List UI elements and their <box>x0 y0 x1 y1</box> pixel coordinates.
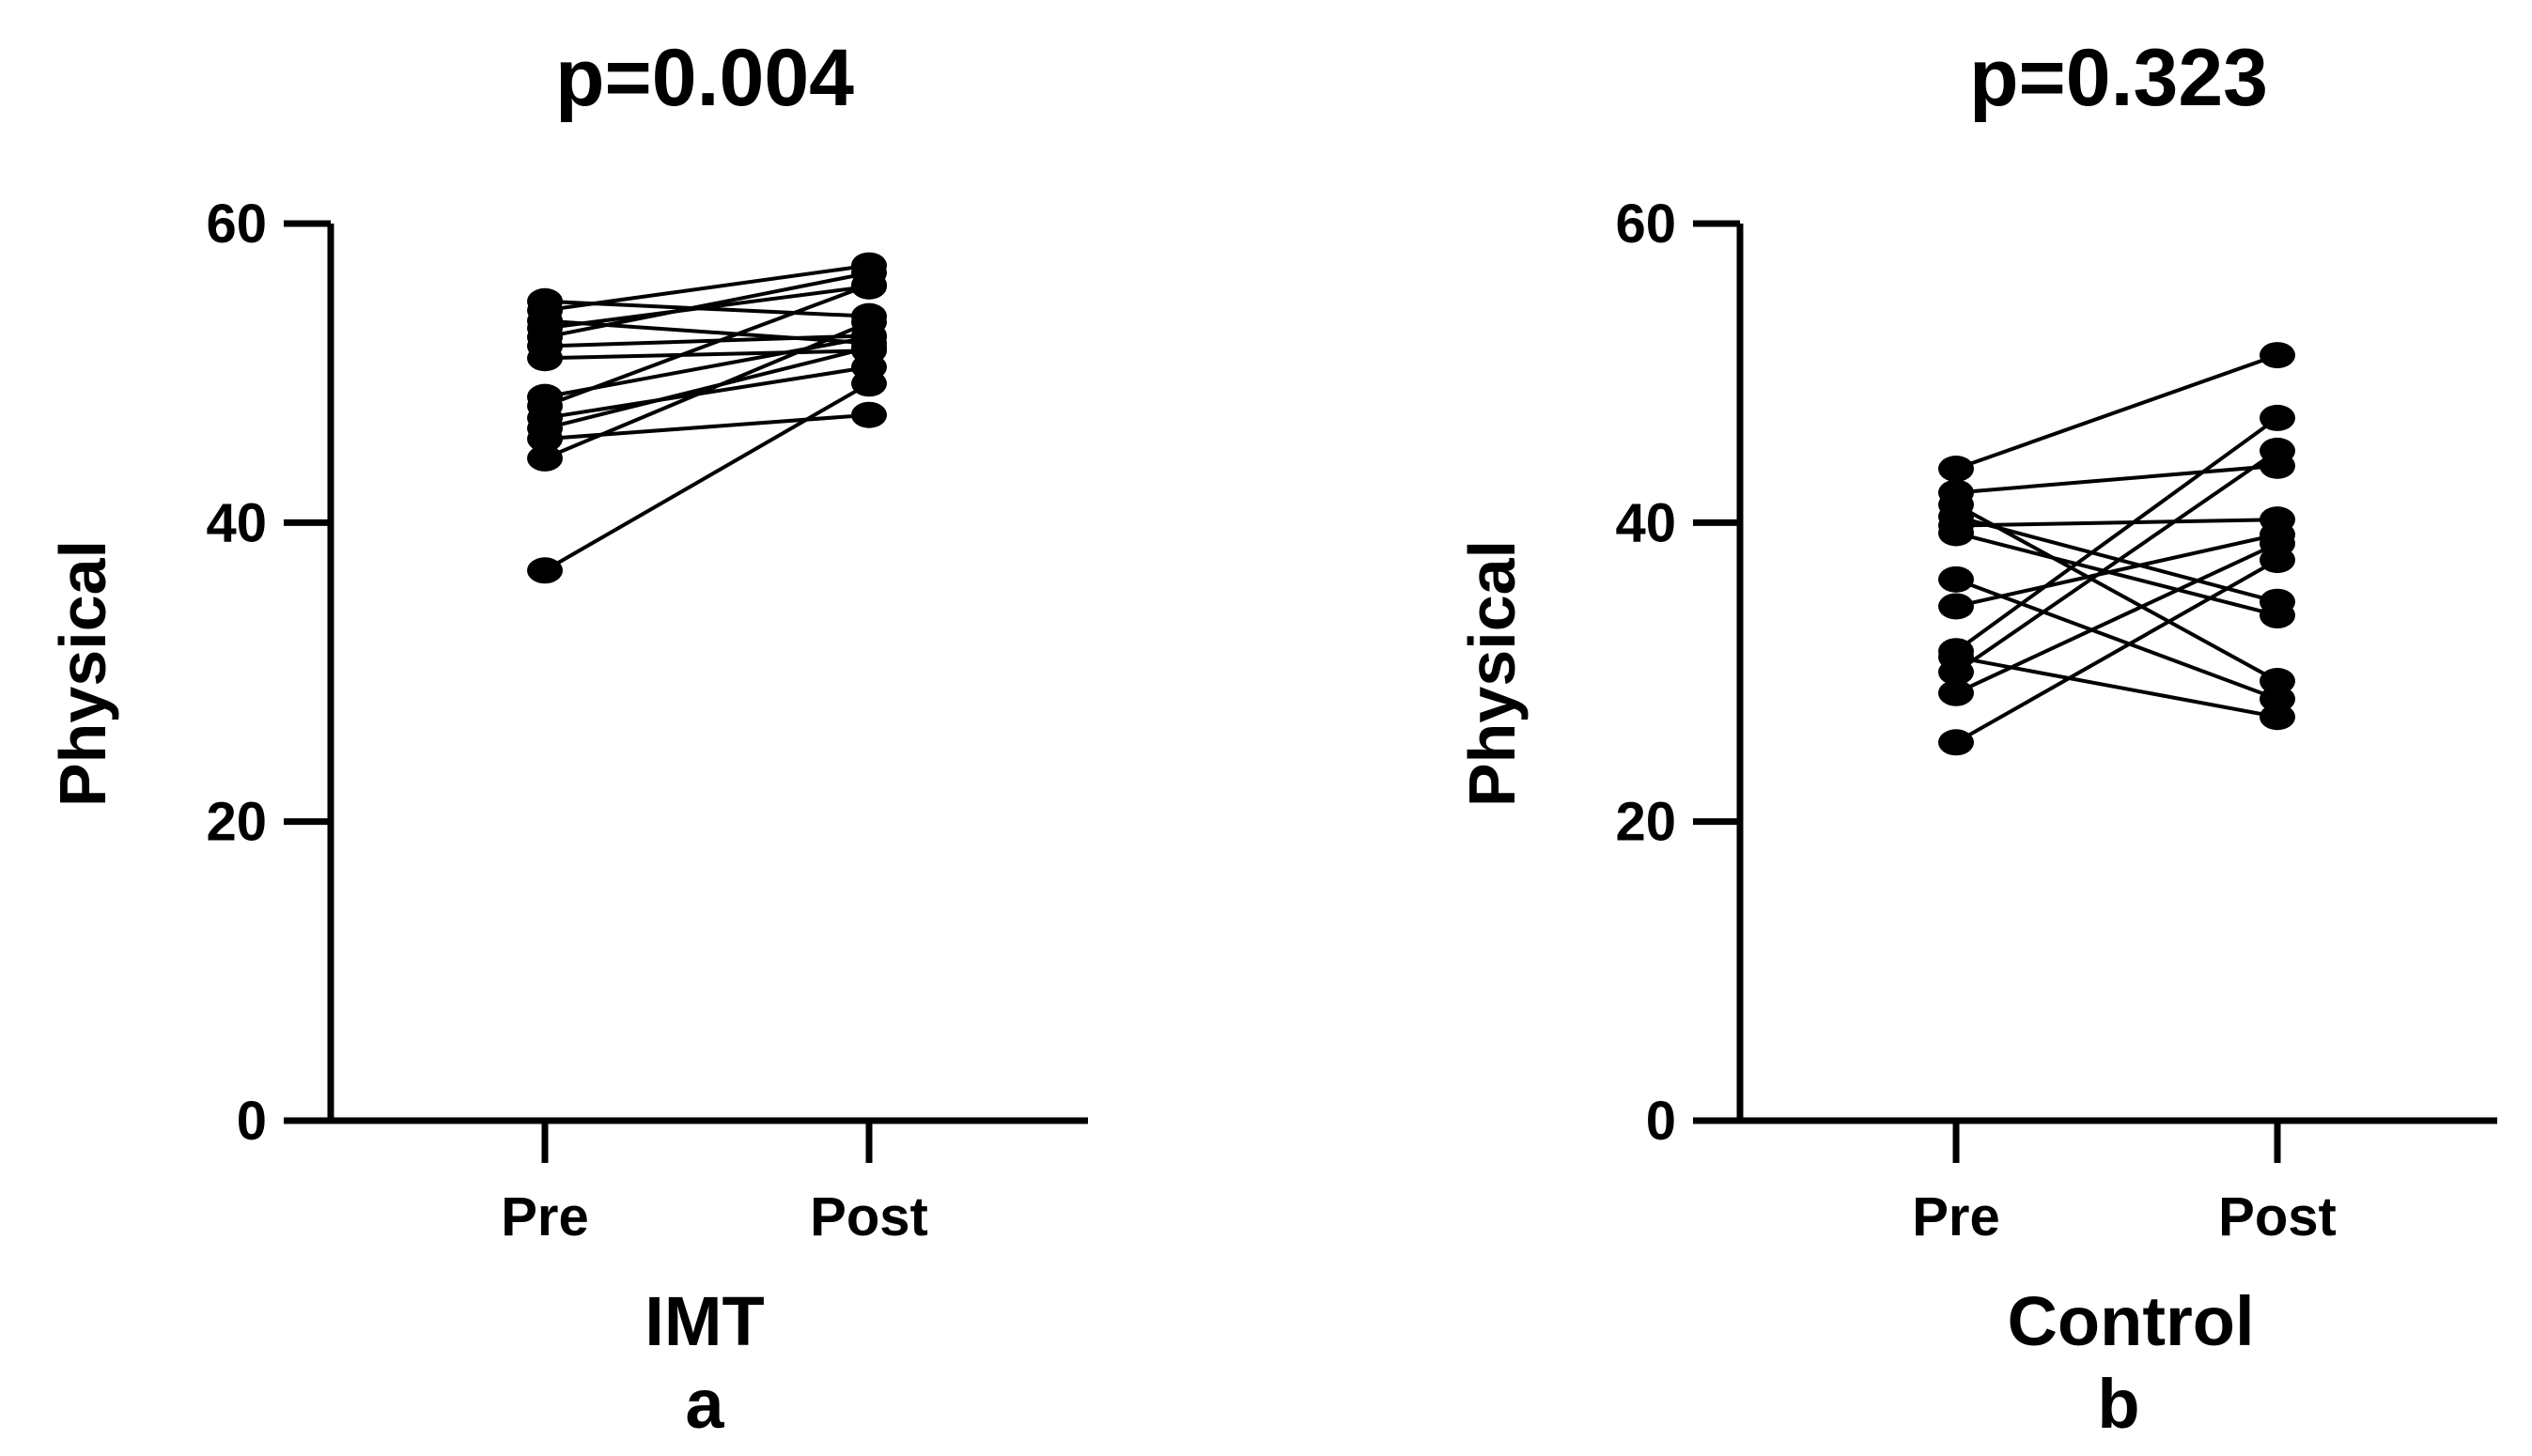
panel-b-series-line <box>1955 463 2278 495</box>
panel-b-data-point-post <box>2260 602 2295 629</box>
panel-a-series-line <box>544 349 870 361</box>
panel-b-series-line <box>1955 503 2278 683</box>
panel-a-data-point-post <box>851 401 887 428</box>
panel-a-data-point-pre <box>527 557 563 584</box>
panel-b-data-point-post <box>2260 404 2295 431</box>
panel-a-series-line <box>544 284 870 331</box>
panel-b-y-tick-label: 40 <box>1615 492 1676 553</box>
panel-b-data-point-post <box>2260 704 2295 731</box>
panel-a-series-line <box>544 364 870 420</box>
panel-a-x-tick-label-post: Post <box>810 1186 928 1247</box>
panel-a-series-line <box>544 412 870 441</box>
panel-b-y-axis-label: Physical <box>1455 540 1529 807</box>
panel-a-series-line <box>544 271 870 339</box>
panel-a-series-line <box>544 381 870 572</box>
panel-b-x-tick-label-pre: Pre <box>1912 1186 2000 1247</box>
panel-b-data-point-pre <box>1938 729 1974 756</box>
panel-a-data-point-post <box>851 370 887 397</box>
panel-a-y-tick-label: 40 <box>206 492 267 553</box>
panel-b-data-point-post <box>2260 342 2295 369</box>
panel-a-data-point-post <box>851 334 887 362</box>
panel-b-series-line <box>1955 577 2278 702</box>
panel-b-series-line <box>1955 558 2278 745</box>
panel-b-data-point-pre <box>1938 565 1974 593</box>
panel-b-data-point-post <box>2260 547 2295 574</box>
panel-a-data-point-pre <box>527 345 563 372</box>
panel-b-y-tick-label: 0 <box>1646 1091 1676 1152</box>
panel-a-title: p=0.004 <box>555 33 854 123</box>
panel-a-series-line <box>544 263 870 313</box>
panel-a-series-line <box>544 320 870 460</box>
panel-b-data-point-pre <box>1938 679 1974 706</box>
panel-a-data-point-pre <box>527 444 563 472</box>
panel-a-y-tick-label: 60 <box>206 194 267 255</box>
panel-b-series-line <box>1955 533 2278 609</box>
panel-a-y-tick-label: 0 <box>237 1091 267 1152</box>
panel-b-data-point-pre <box>1938 519 1974 547</box>
panel-a: p=0.004 0 20 40 60 Pre Post Physical IMT a <box>46 33 1088 1443</box>
panel-a-x-tick-label-pre: Pre <box>501 1186 589 1247</box>
panel-b-x-axis-label: Control <box>2007 1282 2254 1360</box>
panel-b-title: p=0.323 <box>1969 33 2268 123</box>
panel-b-data-point-pre <box>1938 456 1974 483</box>
panel-b-series-line <box>1955 353 2278 471</box>
panel-a-panel-letter: a <box>685 1365 724 1443</box>
panel-b-y-tick-label: 20 <box>1615 792 1676 853</box>
panel-b-series-line <box>1955 541 2278 695</box>
panel-b-series-line <box>1955 655 2278 720</box>
panel-a-data-point-pre <box>527 426 563 453</box>
panel-a-series-line <box>544 346 870 430</box>
panel-b-x-tick-label-post: Post <box>2218 1186 2337 1247</box>
panel-b-series-line <box>1955 518 2278 528</box>
panel-a-y-tick-label: 20 <box>206 792 267 853</box>
panel-b-panel-letter: b <box>2097 1365 2139 1443</box>
panel-b-data-point-pre <box>1938 658 1974 686</box>
panel-b-series-line <box>1954 449 2279 674</box>
panel-a-series-line <box>544 283 870 409</box>
panel-a-data-point-post <box>851 309 887 336</box>
panel-b-data-point-pre <box>1938 593 1974 620</box>
panel-a-x-axis-label: IMT <box>645 1282 764 1360</box>
panel-b-plot-area: 0 20 40 60 Pre Post <box>1615 194 2497 1247</box>
panel-b-series-line <box>1954 416 2279 653</box>
panel-b-series-line <box>1955 531 2278 617</box>
panel-b-data-point-post <box>2260 437 2295 464</box>
panel-b-y-tick-label: 60 <box>1615 194 1676 255</box>
panel-a-plot-area: 0 20 40 60 Pre Post <box>206 194 1088 1247</box>
panel-a-data-point-post <box>851 271 887 299</box>
panel-a-series-line <box>544 318 870 346</box>
panel-a-series-line <box>544 333 870 349</box>
panel-a-y-axis-label: Physical <box>46 540 119 807</box>
